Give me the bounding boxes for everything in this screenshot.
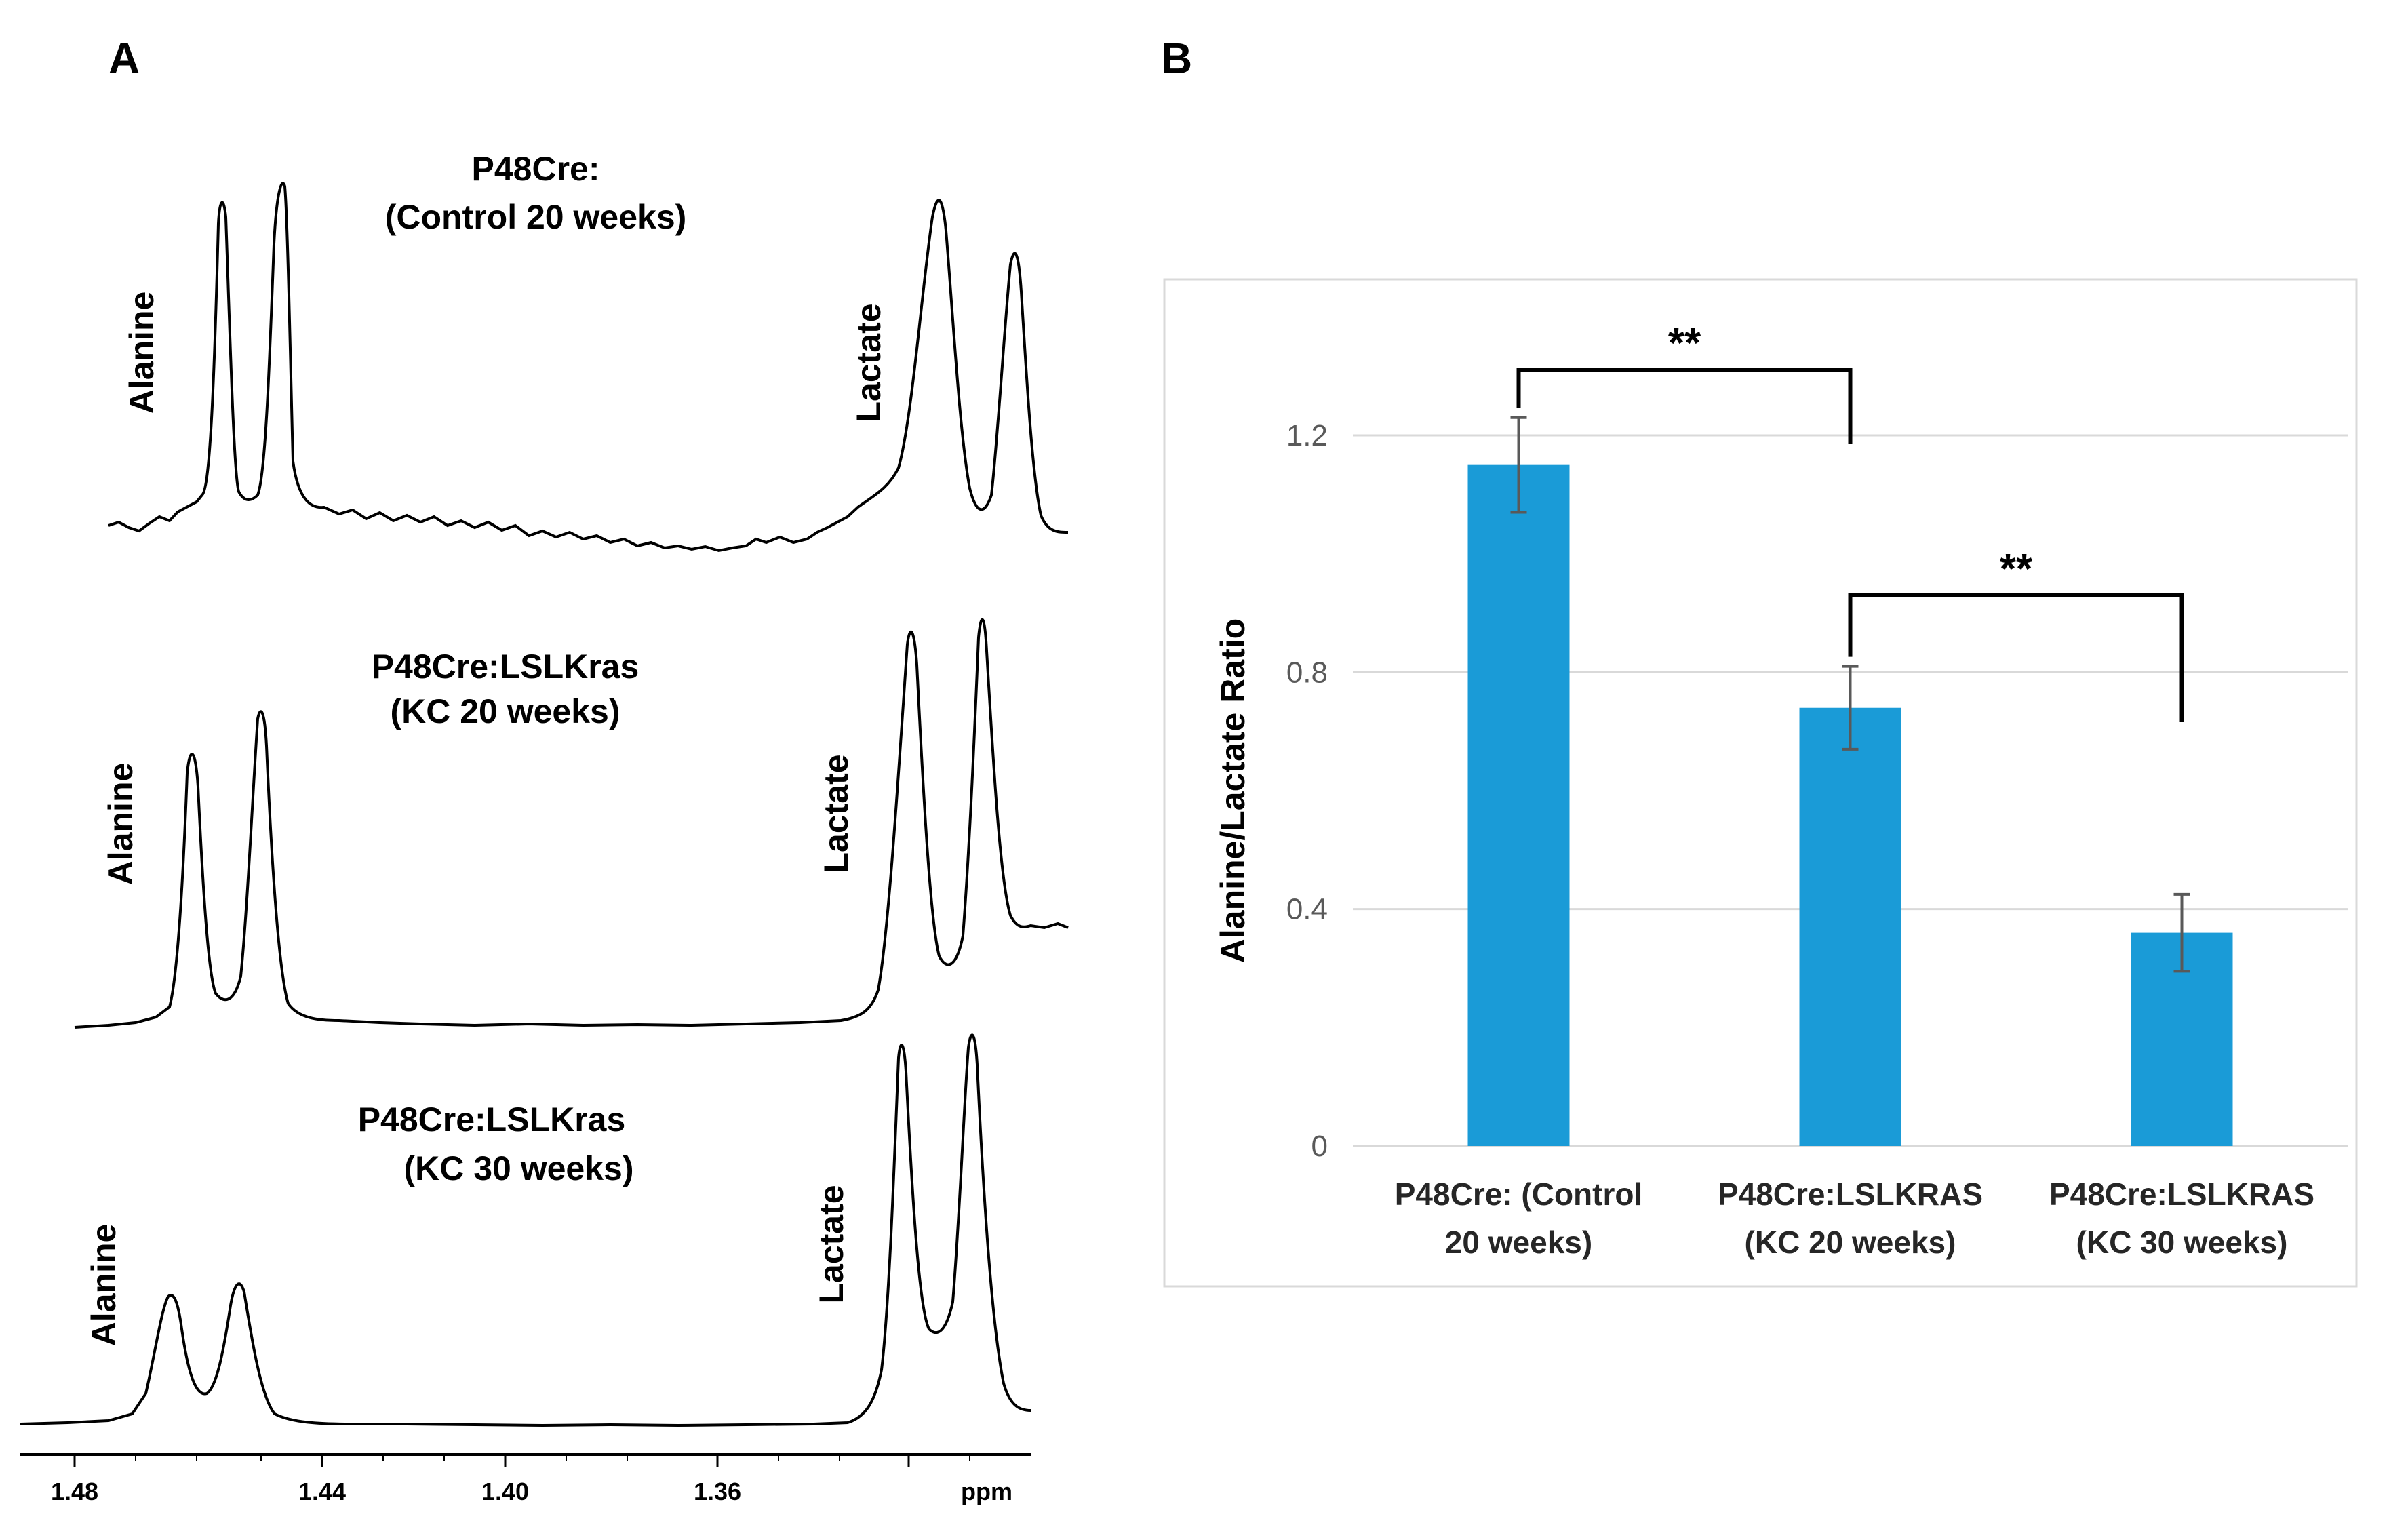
bar-chart: 0 0.4 0.8 1.2 Alanine/Lactate Ratio P48Cre: (… [1214, 320, 2348, 1260]
x-category-label-line1: P48Cre: (Control [1395, 1176, 1642, 1212]
nmr-spectrum-control-20w: P48Cre: (Control 20 weeks) Alanine Lacta… [108, 150, 1069, 553]
y-tick-label: 0.8 [1286, 656, 1328, 689]
spectrum-3-alanine-label: Alanine [85, 1224, 123, 1347]
bar [1467, 464, 1570, 1146]
significance-bracket [1516, 368, 1853, 444]
panel-a: A P48Cre: (Control 20 weeks) Alanine Lac… [20, 34, 1069, 1505]
spectrum-2-trace [74, 618, 1069, 1029]
spectrum-3-title-line2: (KC 30 weeks) [403, 1149, 633, 1187]
x-category-label-line1: P48Cre:LSLKRAS [2049, 1176, 2314, 1212]
spectrum-1-title-line1: P48Cre: [472, 150, 600, 188]
x-category-label-line2: (KC 30 weeks) [2076, 1225, 2288, 1260]
ppm-unit-label: ppm [961, 1478, 1012, 1505]
spectrum-3-trace [20, 1033, 1031, 1427]
nmr-spectrum-kc-30w: P48Cre:LSLKras (KC 30 weeks) Alanine Lac… [20, 1033, 1031, 1427]
chart-frame [1163, 278, 2358, 1288]
ppm-axis: 1.48 1.44 1.40 1.36 ppm [20, 1453, 1031, 1505]
spectrum-1-alanine-label: Alanine [123, 292, 161, 414]
spectrum-3-lactate-label: Lactate [812, 1185, 850, 1303]
spectrum-3-title-line1: P48Cre:LSLKras [358, 1101, 626, 1139]
spectrum-1-trace [108, 182, 1069, 553]
spectrum-2-title-line2: (KC 20 weeks) [390, 692, 620, 730]
ppm-tick-label: 1.36 [694, 1478, 741, 1505]
significance-label: ** [2000, 546, 2033, 593]
spectrum-1-title-line2: (Control 20 weeks) [385, 198, 687, 236]
spectrum-2-lactate-label: Lactate [817, 754, 855, 873]
ppm-tick-label: 1.48 [51, 1478, 98, 1505]
panel-b: B 0 0.4 0.8 1.2 Alanine/Lactate Ratio P48Cre:… [1161, 34, 2358, 1288]
y-tick-label: 1.2 [1286, 419, 1328, 452]
ppm-axis-minor-ticks [135, 1455, 970, 1461]
y-axis-label: Alanine/Lactate Ratio [1214, 618, 1252, 963]
significance-label: ** [1668, 320, 1701, 367]
spectrum-2-title-line1: P48Cre:LSLKras [372, 648, 639, 686]
x-category-label-line1: P48Cre:LSLKRAS [1718, 1176, 1983, 1212]
ppm-tick-label: 1.44 [298, 1478, 346, 1505]
significance-bracket [1848, 593, 2184, 722]
nmr-spectrum-kc-20w: P48Cre:LSLKras (KC 20 weeks) Alanine Lac… [74, 618, 1069, 1029]
panel-b-letter: B [1161, 34, 1192, 83]
y-tick-label: 0 [1311, 1130, 1328, 1163]
panel-a-letter: A [108, 34, 140, 83]
x-category-label-line2: 20 weeks) [1445, 1225, 1592, 1260]
spectrum-2-alanine-label: Alanine [102, 763, 140, 886]
ppm-tick-label: 1.40 [481, 1478, 529, 1505]
y-tick-label: 0.4 [1286, 893, 1328, 926]
x-category-label-line2: (KC 20 weeks) [1745, 1225, 1956, 1260]
bar [1799, 707, 1901, 1146]
spectrum-1-lactate-label: Lactate [850, 303, 888, 422]
